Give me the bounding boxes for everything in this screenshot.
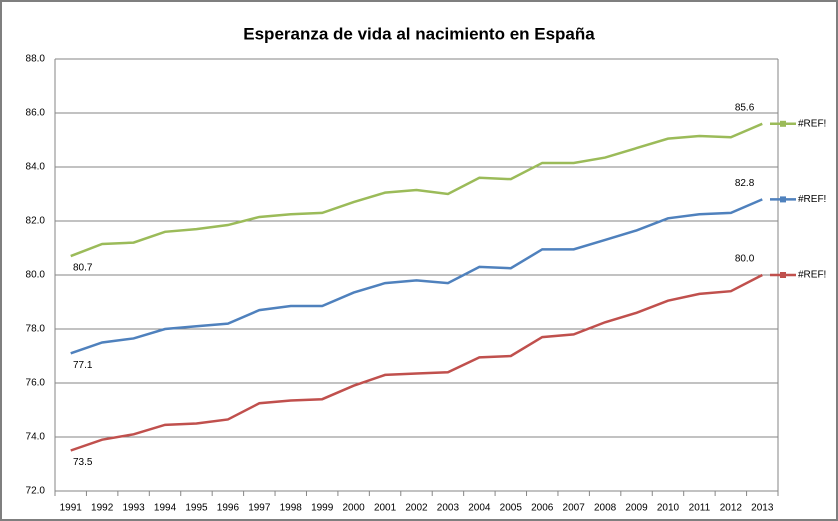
y-tick-label: 86.0 xyxy=(26,108,46,119)
y-tick-label: 76.0 xyxy=(26,378,46,389)
legend-label: #REF! xyxy=(798,118,826,129)
x-tick-label: 2006 xyxy=(531,503,554,514)
y-tick-label: 82.0 xyxy=(26,216,46,227)
data-label: 85.6 xyxy=(735,102,755,113)
data-label: 77.1 xyxy=(73,360,93,371)
data-label: 73.5 xyxy=(73,457,93,468)
y-tick-label: 88.0 xyxy=(26,54,46,65)
x-tick-label: 1997 xyxy=(248,503,271,514)
y-tick-label: 74.0 xyxy=(26,432,46,443)
x-tick-label: 2008 xyxy=(594,503,617,514)
series-line xyxy=(70,198,763,355)
legend-marker xyxy=(780,120,786,127)
chart-title: Esperanza de vida al nacimiento en Españ… xyxy=(243,24,595,43)
legend-label: #REF! xyxy=(798,194,826,205)
x-tick-label: 1995 xyxy=(185,503,208,514)
x-tick-label: 2000 xyxy=(343,503,366,514)
x-tick-label: 2009 xyxy=(625,503,648,514)
data-label: 80.0 xyxy=(735,254,755,265)
x-tick-label: 2010 xyxy=(657,503,680,514)
legend-marker xyxy=(780,196,786,203)
x-tick-label: 2007 xyxy=(563,503,586,514)
y-tick-label: 72.0 xyxy=(26,486,46,497)
y-tick-label: 80.0 xyxy=(26,270,46,281)
x-tick-label: 2013 xyxy=(751,503,774,514)
series-line xyxy=(70,273,763,452)
x-tick-label: 2001 xyxy=(374,503,397,514)
x-tick-label: 2011 xyxy=(689,503,711,514)
x-tick-label: 2012 xyxy=(720,503,743,514)
x-tick-label: 2005 xyxy=(500,503,523,514)
x-tick-label: 2002 xyxy=(405,503,428,514)
legend-label: #REF! xyxy=(798,270,826,281)
y-tick-label: 84.0 xyxy=(26,162,46,173)
y-tick-label: 78.0 xyxy=(26,324,46,335)
x-tick-label: 1992 xyxy=(91,503,114,514)
x-tick-label: 1993 xyxy=(122,503,145,514)
x-tick-label: 1998 xyxy=(280,503,303,514)
x-tick-label: 1996 xyxy=(217,503,240,514)
series-line xyxy=(70,122,763,258)
x-tick-label: 1999 xyxy=(311,503,334,514)
x-tick-label: 2004 xyxy=(468,503,491,514)
data-label: 82.8 xyxy=(735,178,755,189)
x-tick-label: 1994 xyxy=(154,503,177,514)
x-tick-label: 2003 xyxy=(437,503,460,514)
data-label: 80.7 xyxy=(73,263,93,274)
legend-marker xyxy=(780,272,786,278)
x-tick-label: 1991 xyxy=(60,503,83,514)
